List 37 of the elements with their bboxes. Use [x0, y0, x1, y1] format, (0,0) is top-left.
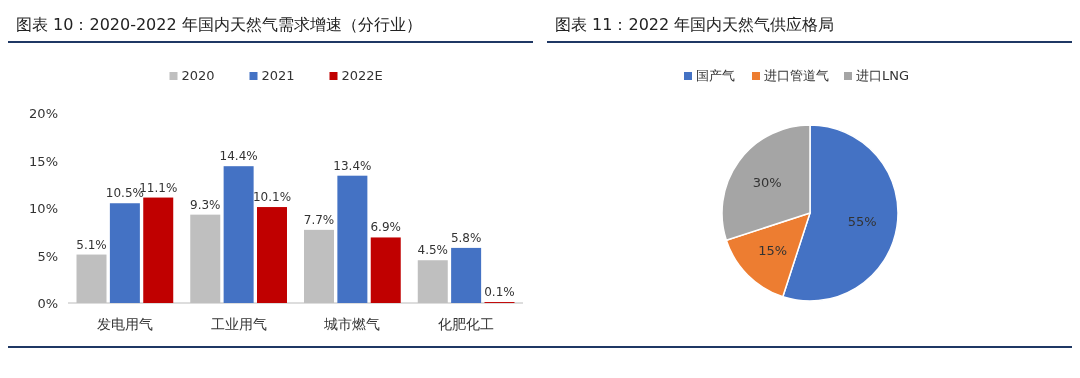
data-label: 5.1%	[76, 237, 107, 252]
data-label: 13.4%	[333, 158, 372, 173]
bar	[109, 203, 140, 303]
data-label: 9.3%	[190, 197, 221, 212]
data-label: 6.9%	[370, 220, 401, 235]
chart-title: 图表 10：2020-2022 年国内天然气需求增速（分行业）	[16, 15, 422, 34]
bar	[370, 237, 401, 303]
bar	[223, 166, 254, 303]
y-tick-label: 0%	[37, 296, 58, 311]
x-tick-label: 城市燃气	[323, 316, 381, 332]
data-label: 10.1%	[252, 190, 292, 205]
legend-label: 进口LNG	[856, 68, 910, 83]
y-tick-label: 10%	[29, 201, 58, 216]
data-label: 4.5%	[417, 243, 449, 258]
x-tick-label: 工业用气	[210, 316, 267, 332]
legend-label: 2020	[181, 68, 215, 83]
legend-label: 国产气	[696, 68, 735, 83]
bar	[337, 175, 368, 303]
x-tick-label: 化肥化工	[438, 316, 495, 332]
data-label: 30%	[752, 174, 782, 190]
data-label: 5.8%	[450, 230, 482, 245]
data-label: 7.7%	[303, 212, 335, 227]
data-label: 14.4%	[219, 149, 258, 164]
legend-label: 2022E	[341, 68, 383, 83]
data-label: 15%	[758, 243, 788, 259]
bar	[256, 207, 287, 303]
x-tick-label: 发电用气	[96, 316, 153, 332]
y-tick-label: 20%	[29, 106, 58, 121]
y-tick-label: 5%	[37, 248, 58, 264]
legend-label: 进口管道气	[764, 68, 829, 83]
data-label: 55%	[847, 214, 877, 230]
y-tick-label: 15%	[29, 153, 58, 169]
data-label: 0.1%	[484, 285, 515, 300]
chart-title: 图表 11：2022 年国内天然气供应格局	[555, 15, 835, 34]
legend-label: 2021	[261, 68, 295, 83]
bar	[143, 197, 174, 303]
bar	[451, 247, 482, 303]
